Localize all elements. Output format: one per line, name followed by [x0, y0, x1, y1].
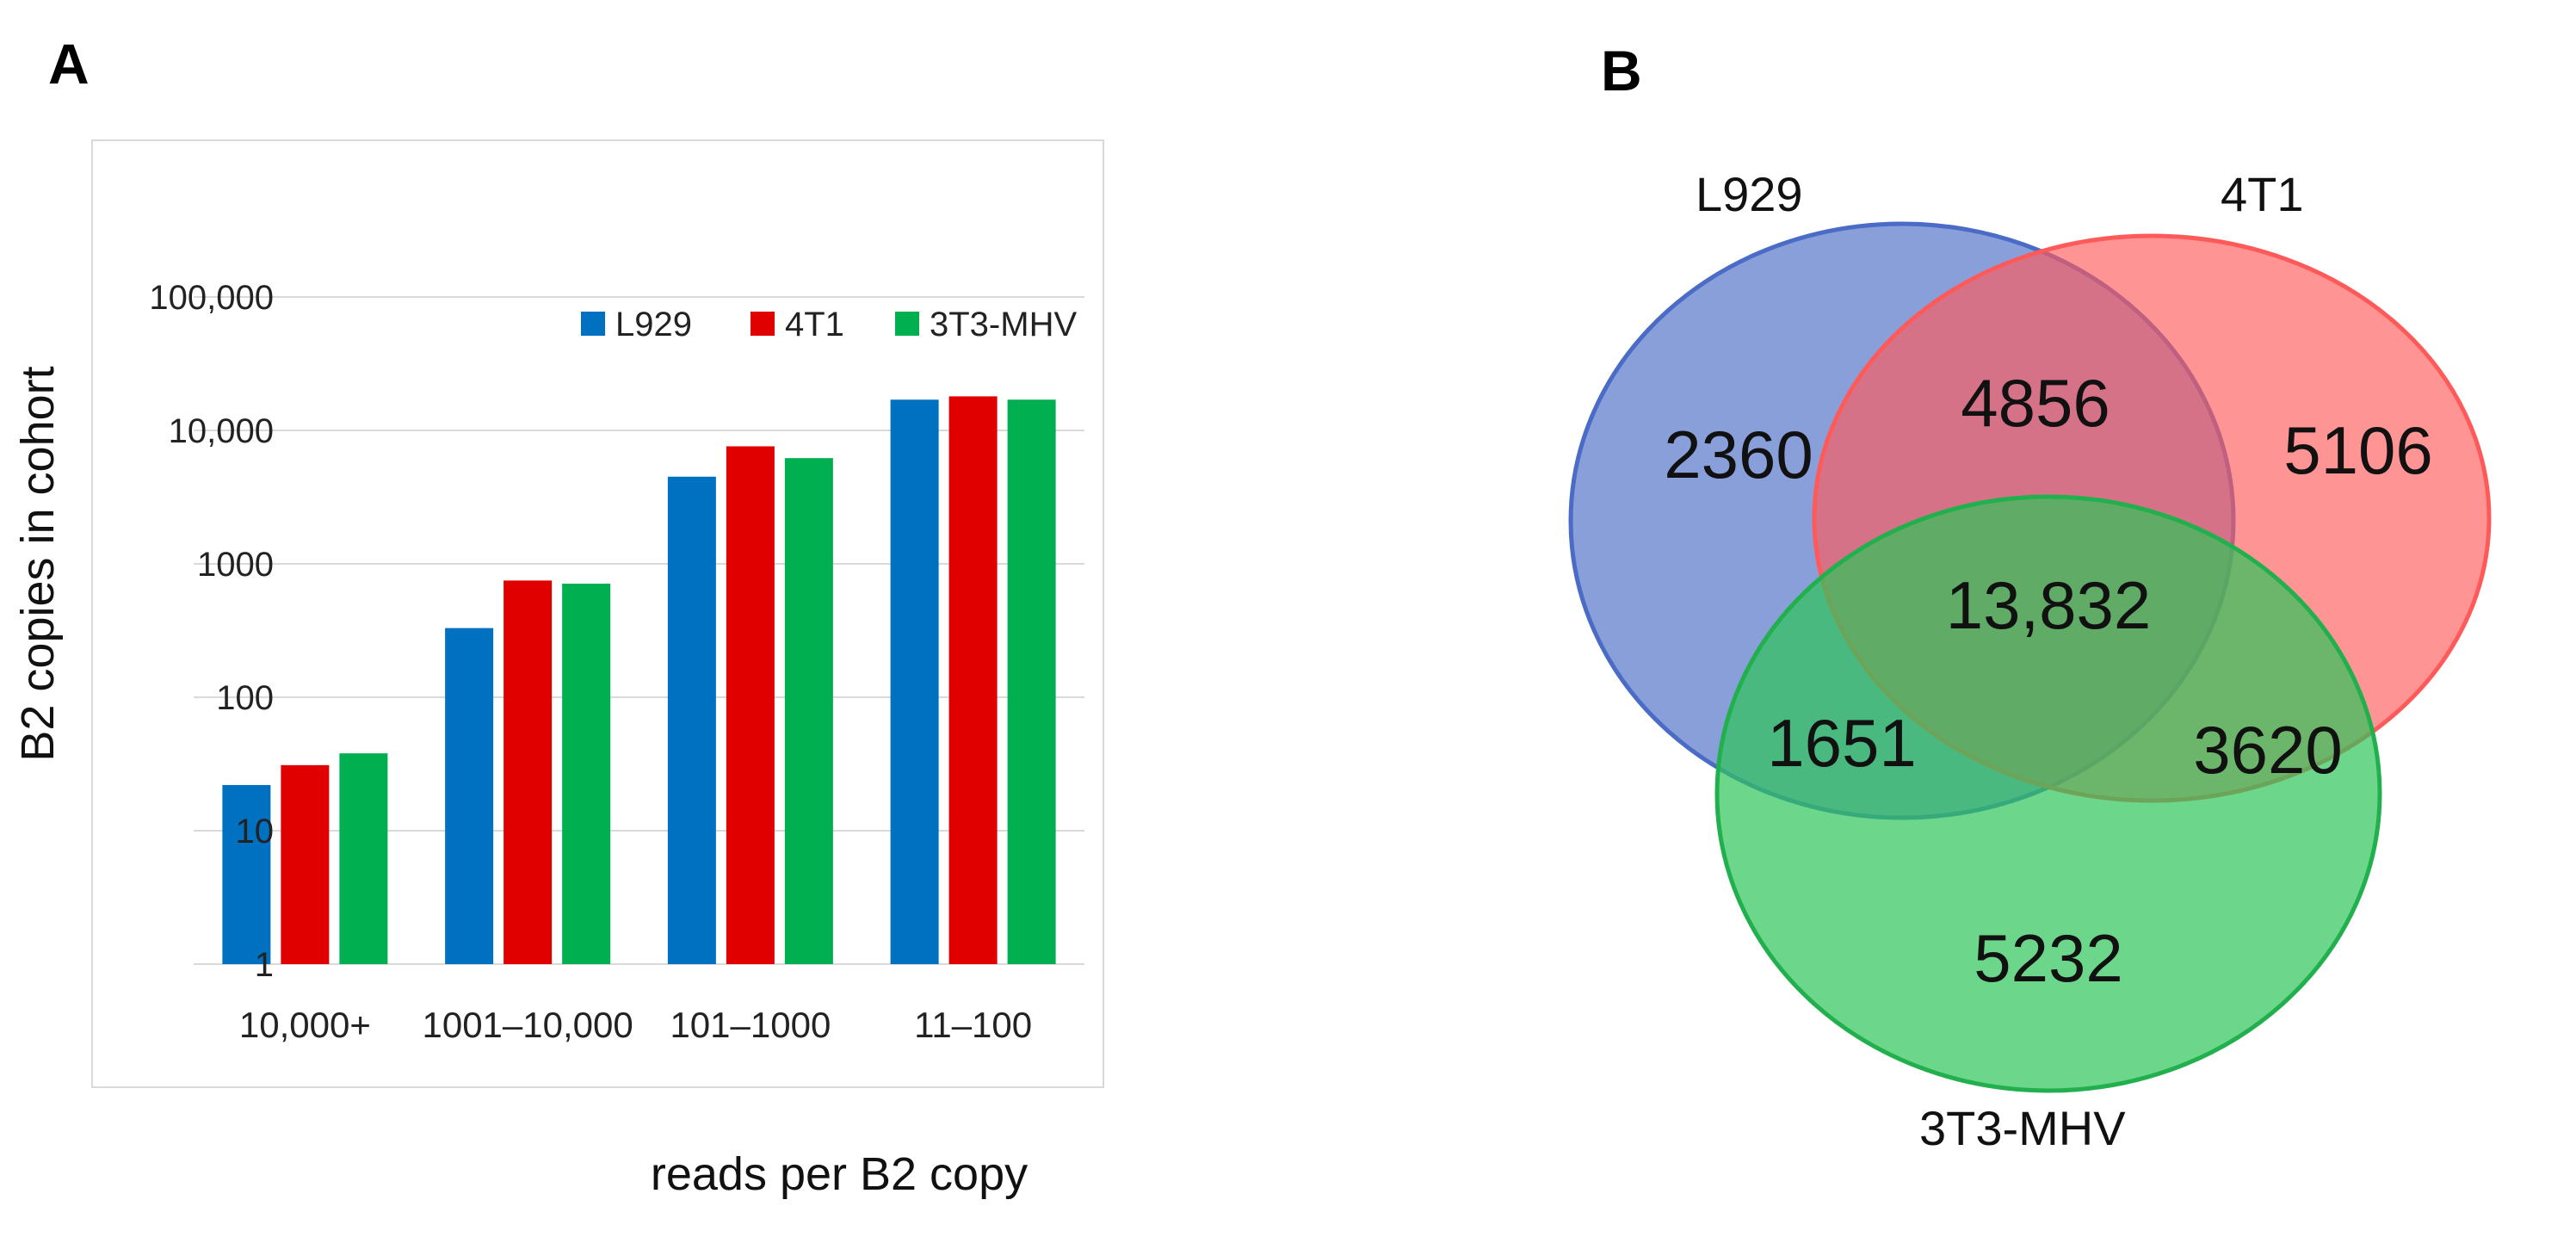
y-tick-label: 1: [255, 946, 274, 984]
bar-3t3-mhv-2: [784, 458, 833, 964]
legend-label-3t3-mhv: 3T3-MHV: [930, 306, 1077, 343]
venn-circle-3t3-mhv: [1714, 494, 2382, 1093]
venn-count-l929-3t3-mhv: 1651: [1767, 705, 1917, 781]
legend-swatch-l929: [581, 312, 605, 336]
legend: L929 4T1 3T3-MHV: [581, 306, 1077, 343]
bar-l929-0: [222, 784, 271, 964]
x-category-labels: 10,000+ 1001–10,000 101–1000 11–100: [239, 1005, 1032, 1045]
bar-l929-1: [445, 628, 494, 964]
bar-3t3-mhv-3: [1007, 399, 1056, 965]
legend-label-l929: L929: [615, 306, 692, 343]
bars: [222, 396, 1056, 965]
x-category-label: 10,000+: [239, 1005, 371, 1045]
venn-diagram: L929 4T1 3T3-MHV 2360 5106 5232 4856 165…: [1568, 167, 2492, 1155]
bar-3t3-mhv-1: [562, 584, 611, 964]
y-tick-label: 10: [236, 813, 275, 850]
venn-set-label-4t1: 4T1: [2221, 167, 2304, 221]
venn-count-3t3-mhv-only: 5232: [1974, 920, 2123, 996]
bar-l929-3: [890, 399, 939, 965]
y-tick-label: 100,000: [149, 279, 274, 317]
venn-count-4t1-3t3-mhv: 3620: [2193, 712, 2343, 788]
x-category-label: 1001–10,000: [422, 1005, 633, 1045]
legend-label-4t1: 4T1: [785, 306, 844, 343]
bar-4t1-0: [281, 764, 330, 964]
bar-4t1-2: [726, 446, 775, 964]
venn-count-4t1-only: 5106: [2283, 412, 2433, 488]
y-tick-label: 10,000: [169, 412, 274, 450]
venn-count-l929-4t1: 4856: [1961, 365, 2110, 441]
y-tick-label: 1000: [197, 546, 274, 584]
legend-swatch-3t3-mhv: [895, 312, 919, 336]
bar-3t3-mhv-0: [339, 753, 388, 964]
x-category-label: 11–100: [914, 1005, 1032, 1045]
bar-chart: 1 10 100 1000 10,000 100,000 10,000+ 1001–10,0…: [12, 139, 1104, 1200]
bar-l929-2: [667, 476, 716, 964]
legend-swatch-4t1: [751, 312, 775, 336]
panel-b-label: B: [1601, 39, 1642, 102]
x-axis-title: reads per B2 copy: [651, 1148, 1028, 1200]
panel-a-label: A: [48, 32, 90, 96]
x-category-label: 101–1000: [670, 1005, 831, 1045]
venn-count-all-three: 13,832: [1946, 567, 2152, 643]
venn-count-l929-only: 2360: [1664, 417, 1813, 492]
y-tick-label: 100: [216, 679, 274, 717]
venn-set-label-3t3-mhv: 3T3-MHV: [1919, 1101, 2126, 1155]
bar-4t1-3: [948, 396, 998, 965]
y-axis-title: B2 copies in cohort: [12, 366, 64, 761]
bar-4t1-1: [503, 580, 553, 964]
venn-set-label-l929: L929: [1696, 167, 1803, 221]
y-tick-labels: 1 10 100 1000 10,000 100,000: [149, 279, 274, 984]
